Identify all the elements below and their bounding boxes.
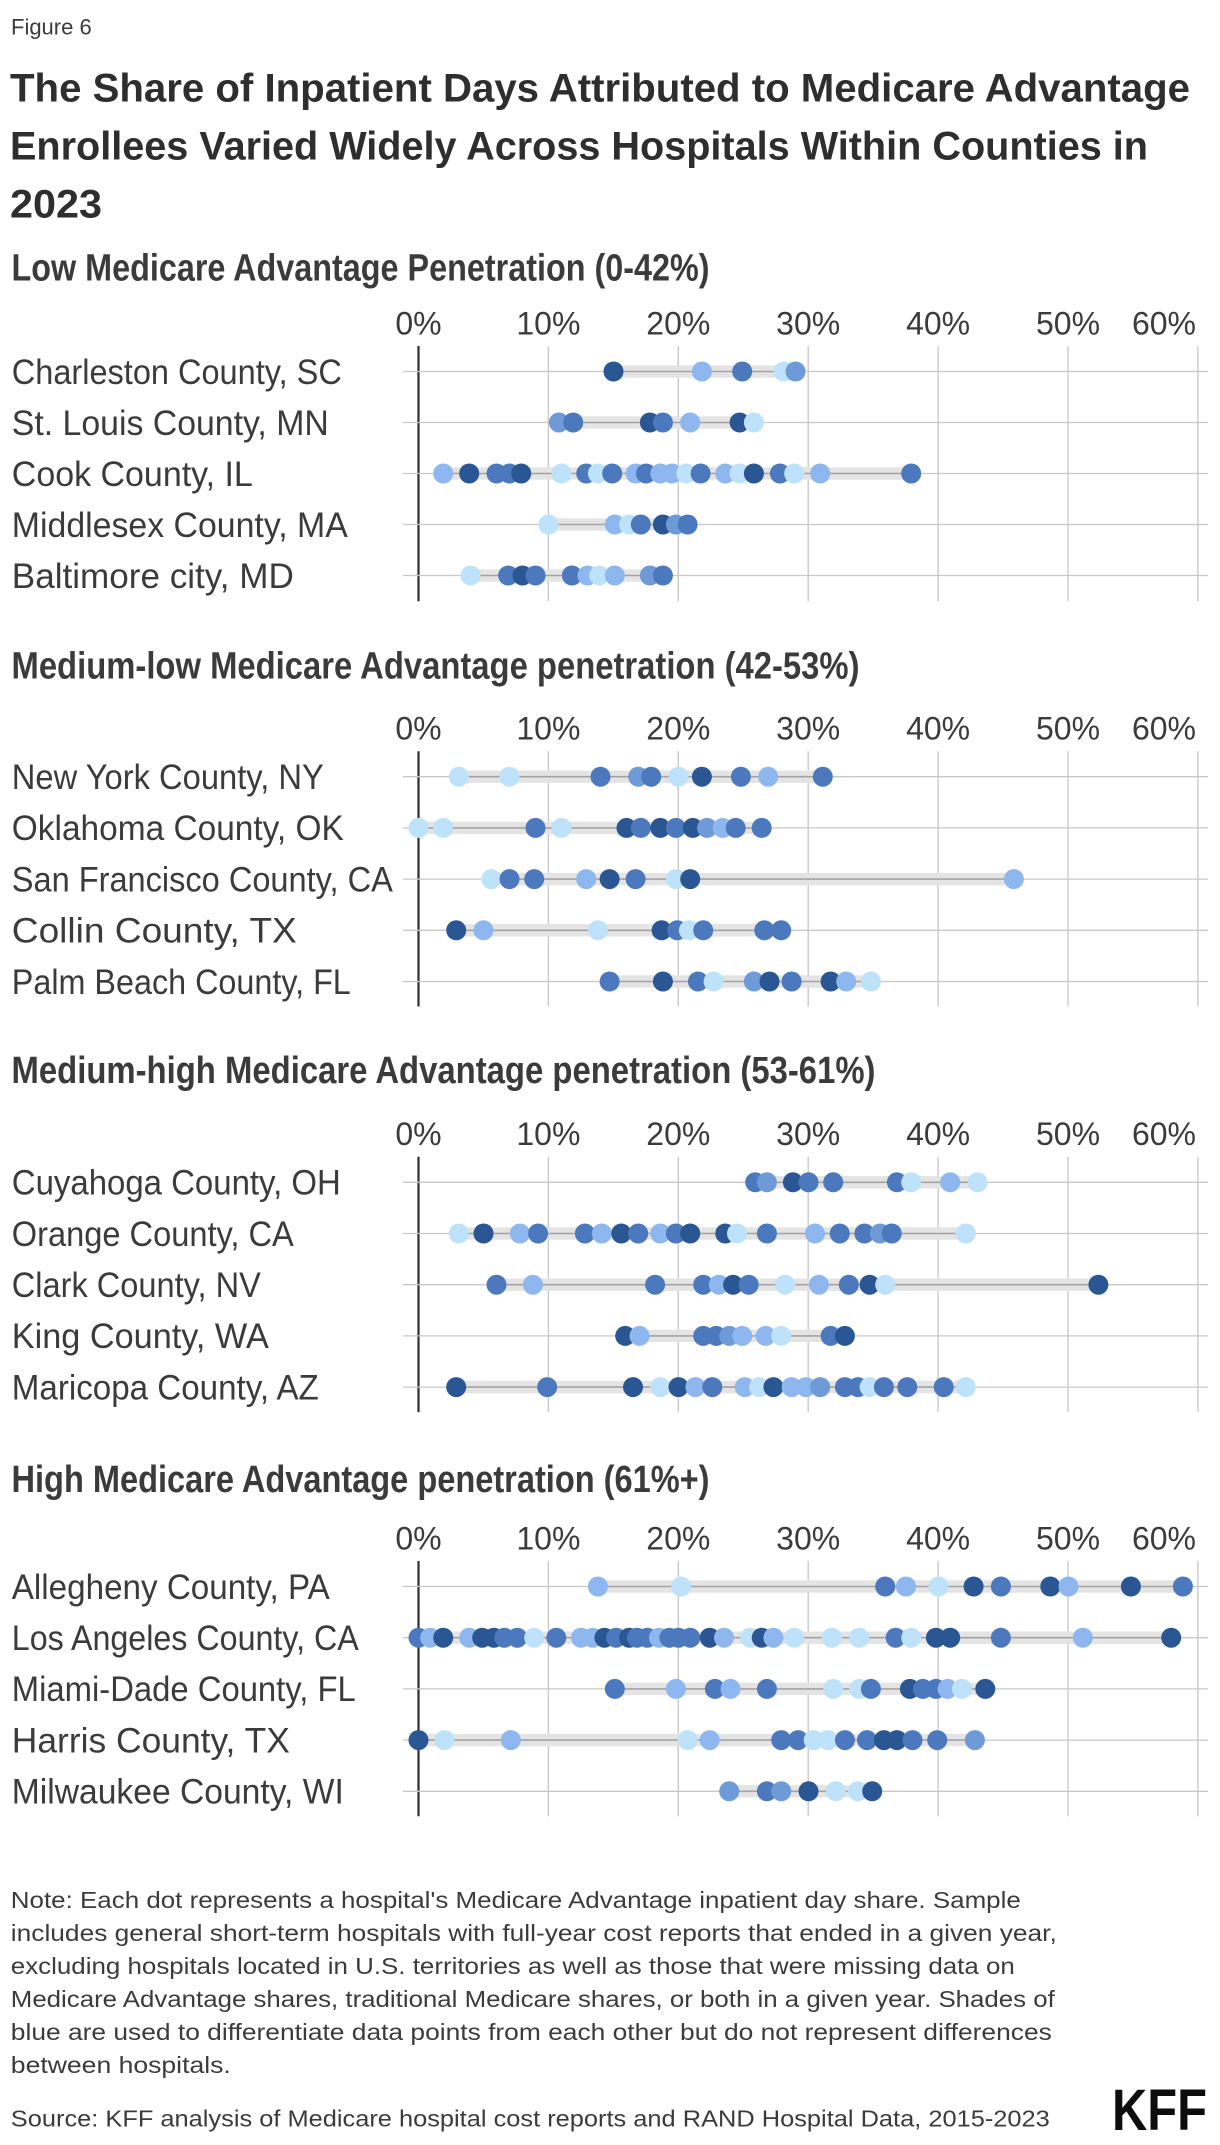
svg-text:Palm Beach County, FL: Palm Beach County, FL xyxy=(12,963,351,1002)
svg-text:Cook County, IL: Cook County, IL xyxy=(12,455,253,494)
svg-text:Oklahoma County, OK: Oklahoma County, OK xyxy=(12,809,344,848)
svg-text:blue are used to differentiate: blue are used to differentiate data poin… xyxy=(11,2019,1052,2045)
svg-text:Medium-low Medicare Advantage: Medium-low Medicare Advantage penetratio… xyxy=(12,645,860,687)
svg-text:Cuyahoga County, OH: Cuyahoga County, OH xyxy=(12,1164,341,1203)
svg-text:KFF: KFF xyxy=(1112,2078,1207,2140)
svg-text:20%: 20% xyxy=(646,305,710,341)
svg-text:High Medicare Advantage penetr: High Medicare Advantage penetration (61%… xyxy=(12,1459,710,1501)
svg-text:Baltimore city, MD: Baltimore city, MD xyxy=(12,557,294,596)
svg-text:Collin County, TX: Collin County, TX xyxy=(12,912,297,951)
svg-text:20%: 20% xyxy=(646,711,710,747)
svg-text:St. Louis County, MN: St. Louis County, MN xyxy=(12,404,329,443)
svg-text:Charleston County, SC: Charleston County, SC xyxy=(12,353,342,392)
svg-text:60%: 60% xyxy=(1132,1116,1196,1152)
svg-text:New York County, NY: New York County, NY xyxy=(12,758,324,797)
svg-text:30%: 30% xyxy=(776,305,840,341)
svg-text:Enrollees Varied Widely Across: Enrollees Varied Widely Across Hospitals… xyxy=(10,125,1148,169)
svg-text:Miami-Dade County, FL: Miami-Dade County, FL xyxy=(12,1670,356,1709)
svg-text:60%: 60% xyxy=(1132,305,1196,341)
svg-text:60%: 60% xyxy=(1132,711,1196,747)
svg-text:50%: 50% xyxy=(1036,1520,1100,1556)
svg-text:2023: 2023 xyxy=(10,183,102,227)
svg-text:0%: 0% xyxy=(395,1116,441,1152)
svg-text:10%: 10% xyxy=(516,1116,580,1152)
svg-text:Clark County, NV: Clark County, NV xyxy=(12,1266,262,1305)
svg-text:30%: 30% xyxy=(776,1520,840,1556)
svg-text:60%: 60% xyxy=(1132,1520,1196,1556)
svg-text:30%: 30% xyxy=(776,1116,840,1152)
svg-text:Medicare Advantage shares, tra: Medicare Advantage shares, traditional M… xyxy=(11,1986,1056,2012)
svg-text:between hospitals.: between hospitals. xyxy=(11,2052,231,2078)
svg-text:Medium-high Medicare Advantage: Medium-high Medicare Advantage penetrati… xyxy=(12,1050,876,1092)
svg-text:40%: 40% xyxy=(906,711,970,747)
svg-text:20%: 20% xyxy=(646,1116,710,1152)
svg-text:40%: 40% xyxy=(906,305,970,341)
svg-text:Figure 6: Figure 6 xyxy=(11,14,92,39)
svg-text:40%: 40% xyxy=(906,1116,970,1152)
svg-text:King County, WA: King County, WA xyxy=(12,1317,270,1356)
svg-text:Maricopa County, AZ: Maricopa County, AZ xyxy=(12,1368,319,1407)
svg-text:30%: 30% xyxy=(776,711,840,747)
svg-text:Middlesex County, MA: Middlesex County, MA xyxy=(12,506,349,545)
svg-text:10%: 10% xyxy=(516,1520,580,1556)
svg-text:Note: Each dot represents a ho: Note: Each dot represents a hospital's M… xyxy=(11,1887,1021,1913)
svg-text:10%: 10% xyxy=(516,711,580,747)
svg-text:Milwaukee County, WI: Milwaukee County, WI xyxy=(12,1773,344,1812)
svg-text:Allegheny County, PA: Allegheny County, PA xyxy=(12,1568,331,1607)
svg-text:Low Medicare Advantage Penetra: Low Medicare Advantage Penetration (0-42… xyxy=(12,247,710,289)
svg-text:includes general short-term ho: includes general short-term hospitals wi… xyxy=(11,1920,1057,1946)
svg-text:Harris County, TX: Harris County, TX xyxy=(12,1721,290,1760)
svg-text:20%: 20% xyxy=(646,1520,710,1556)
svg-text:0%: 0% xyxy=(395,711,441,747)
svg-text:10%: 10% xyxy=(516,305,580,341)
svg-text:40%: 40% xyxy=(906,1520,970,1556)
svg-text:50%: 50% xyxy=(1036,711,1100,747)
svg-text:Orange County, CA: Orange County, CA xyxy=(12,1215,295,1254)
svg-text:The Share of Inpatient Days At: The Share of Inpatient Days Attributed t… xyxy=(10,67,1190,111)
svg-text:50%: 50% xyxy=(1036,305,1100,341)
svg-text:50%: 50% xyxy=(1036,1116,1100,1152)
svg-text:Source: KFF analysis of Medica: Source: KFF analysis of Medicare hospita… xyxy=(11,2106,1050,2132)
svg-text:0%: 0% xyxy=(395,305,441,341)
svg-text:Los Angeles County, CA: Los Angeles County, CA xyxy=(12,1619,360,1658)
svg-text:0%: 0% xyxy=(395,1520,441,1556)
svg-text:San Francisco County, CA: San Francisco County, CA xyxy=(12,860,394,899)
svg-text:excluding hospitals located in: excluding hospitals located in U.S. terr… xyxy=(11,1953,1015,1979)
